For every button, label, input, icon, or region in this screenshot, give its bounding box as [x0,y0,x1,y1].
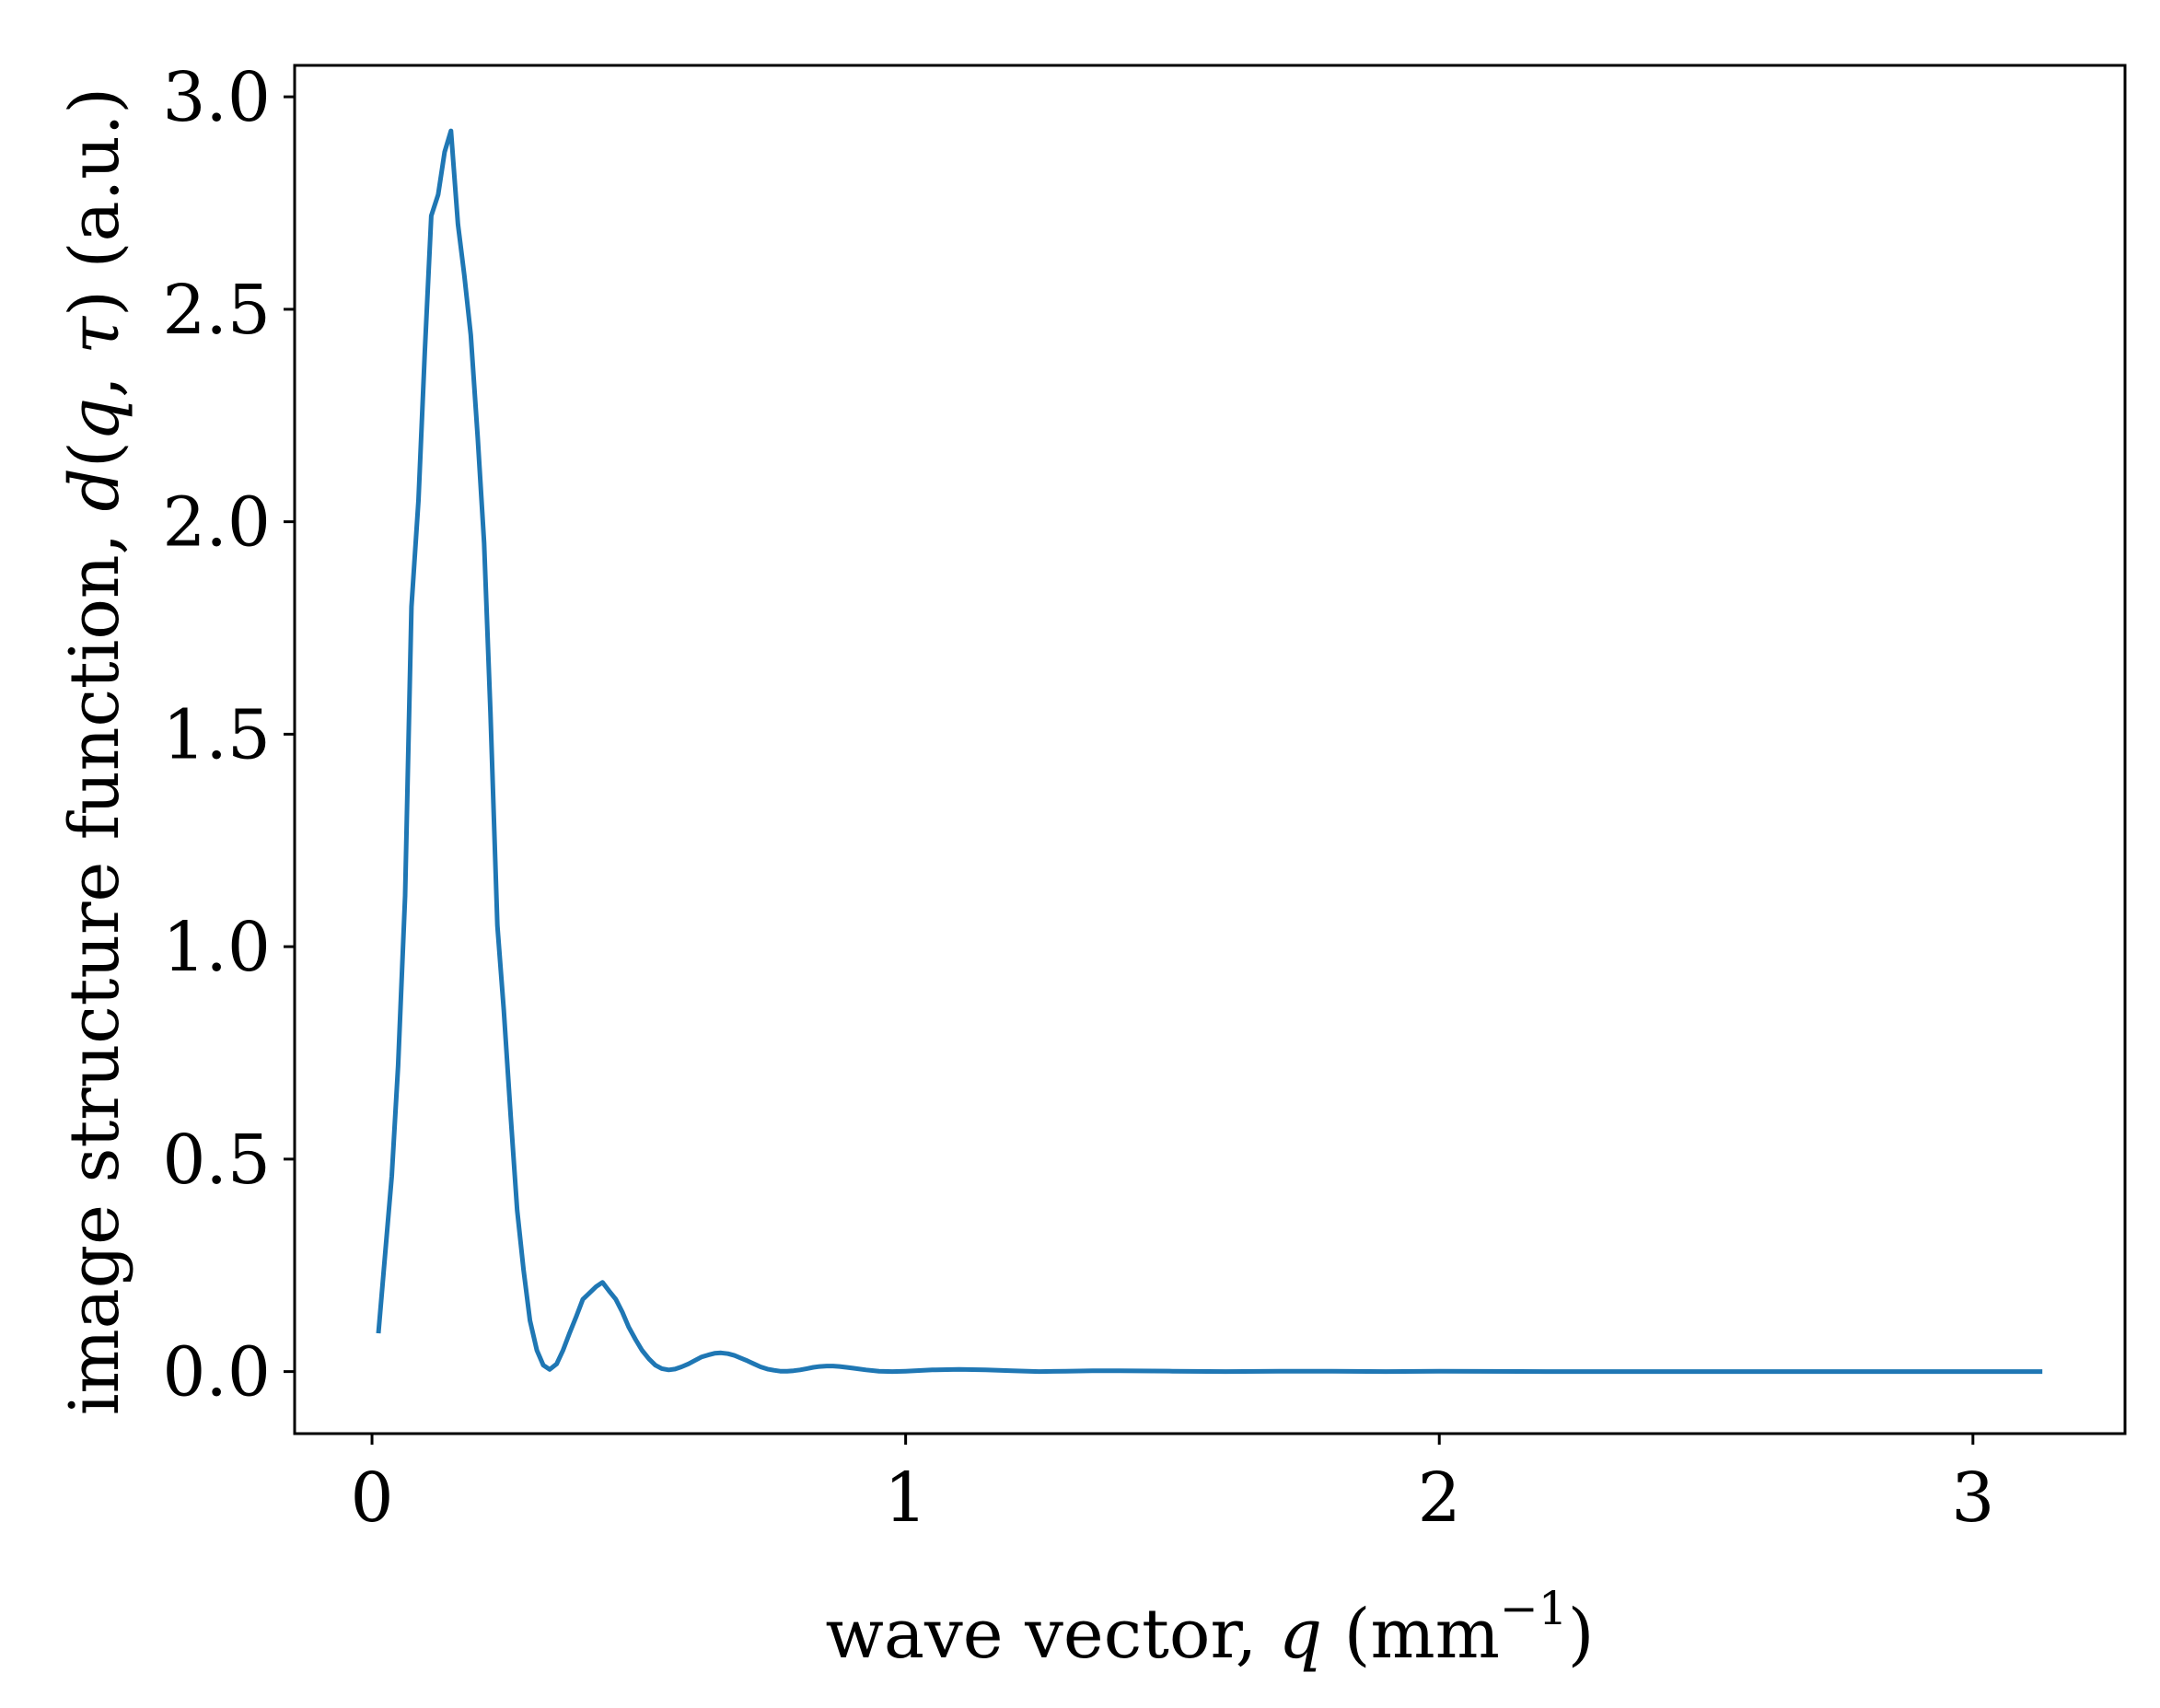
y-tick-label: 0.5 [162,1121,271,1200]
x-axis-label: wave vector, q (mm−1) [826,1582,1595,1674]
y-axis-ticks: 0.0 0.5 1.0 1.5 2.0 2.5 3.0 [162,58,295,1412]
y-axis-label-text: image structure function, [55,511,134,1415]
y-axis-label-paren-open: ( [55,441,134,468]
plot-area [376,128,2043,1375]
x-tick-label: 1 [884,1458,927,1538]
y-axis-label-comma: , [55,354,134,398]
y-tick-label: 0.0 [162,1333,271,1412]
x-axis-label-unit-close: ) [1568,1595,1595,1674]
y-axis-label-arg-q: q [55,398,134,441]
x-axis-label-exponent: −1 [1500,1582,1568,1635]
series-line-0 [376,128,2043,1375]
y-axis-label: image structure function, d(q, τ) (a.u.) [55,87,134,1415]
x-axis-label-symbol: q [1279,1595,1322,1674]
y-axis-label-paren-close: ) [55,290,134,317]
x-tick-label: 3 [1951,1458,1994,1538]
y-tick-label: 2.0 [162,483,271,563]
x-tick-label: 2 [1418,1458,1461,1538]
y-tick-label: 1.0 [162,908,271,987]
axes-frame [293,64,2127,1435]
x-axis-label-text: wave vector, [826,1595,1279,1674]
y-axis-label-unit: (a.u.) [55,87,134,290]
y-tick-label: 1.5 [162,695,271,774]
y-tick-label: 3.0 [162,58,271,137]
x-axis-ticks: 0 1 2 3 [350,1434,1994,1538]
y-axis-label-arg-tau: τ [55,316,134,354]
x-axis-label-unit: (mm [1322,1595,1500,1674]
y-axis-label-symbol: d [55,468,134,511]
y-tick-label: 2.5 [162,271,271,350]
x-tick-label: 0 [350,1458,393,1538]
